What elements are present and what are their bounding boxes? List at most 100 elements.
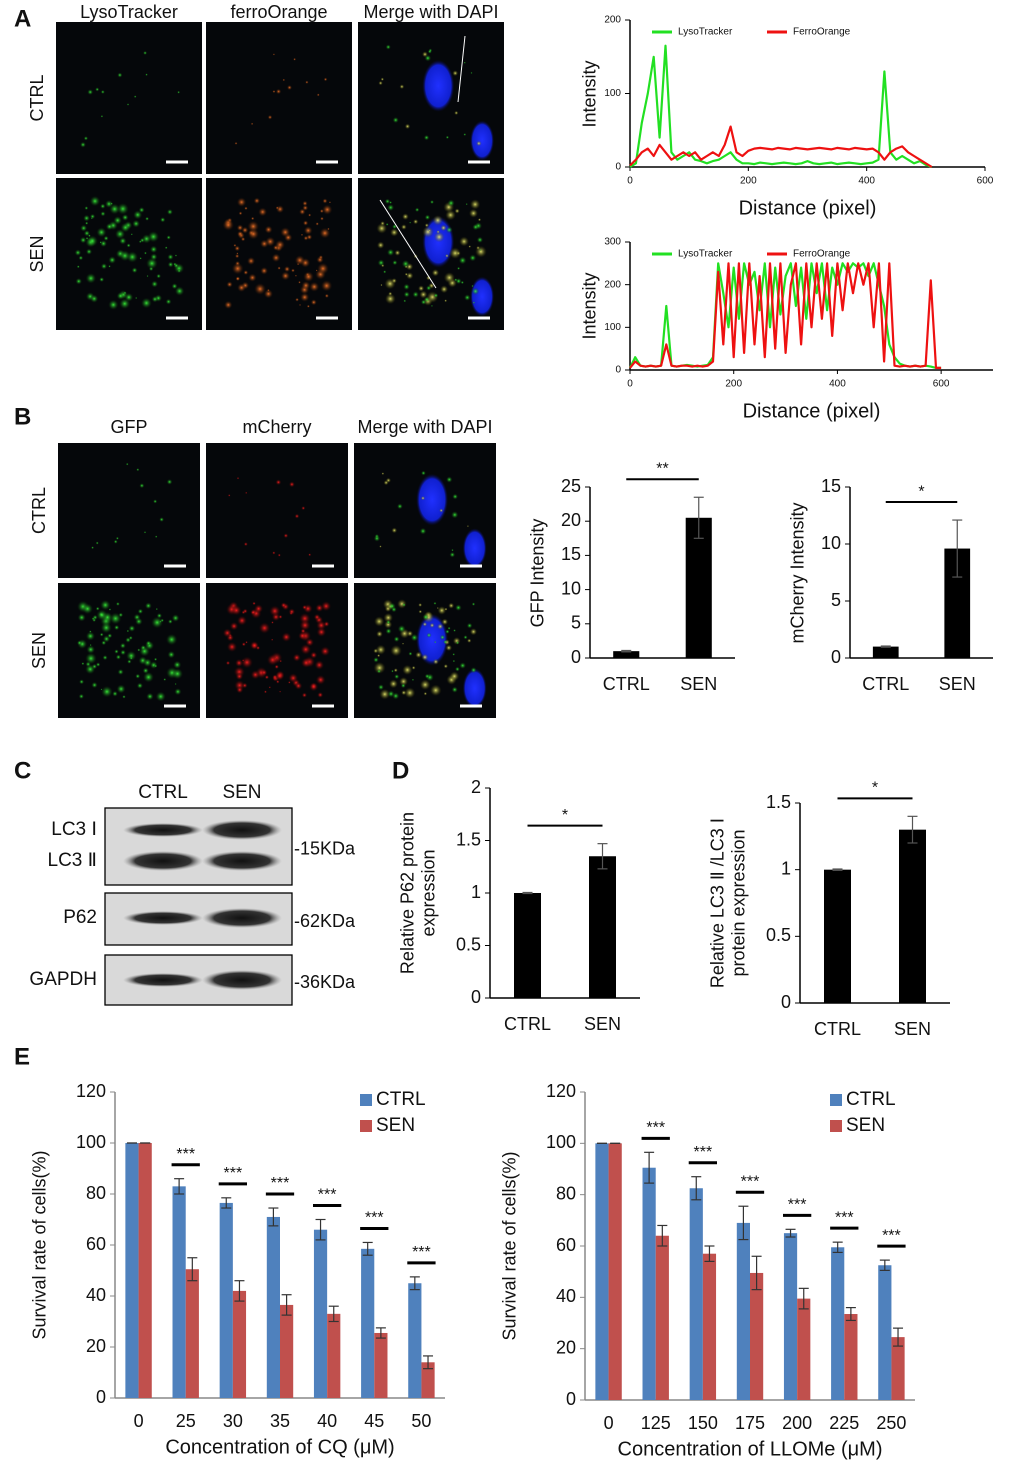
x-axis-label: Concentration of LLOMe (μM) xyxy=(618,1438,883,1460)
fluorescence-spot xyxy=(167,650,176,659)
fluorescence-spot xyxy=(401,224,407,230)
size-label: -62KDa xyxy=(294,911,356,931)
fluorescence-spot xyxy=(316,93,320,97)
fluorescence-spot xyxy=(126,243,131,248)
band-label: GAPDH xyxy=(29,969,97,990)
fluorescence-spot xyxy=(86,235,98,247)
fluorescence-spot xyxy=(100,89,105,94)
fluorescence-spot xyxy=(454,278,458,282)
fluorescence-spot xyxy=(408,651,413,656)
bar xyxy=(797,1298,811,1400)
fluorescence-spot xyxy=(83,214,91,222)
fluorescence-spot xyxy=(444,607,448,611)
fluorescence-spot xyxy=(120,222,131,233)
bar xyxy=(750,1272,764,1400)
fluorescence-spot xyxy=(85,221,89,225)
fluorescence-spot xyxy=(248,273,257,282)
fluorescence-spot xyxy=(260,266,269,275)
fluorescence-spot xyxy=(302,220,309,226)
protein-band xyxy=(202,970,282,990)
fluorescence-spot xyxy=(101,685,113,698)
y-axis-label: Intensity xyxy=(579,272,600,340)
fluorescence-spot xyxy=(418,285,425,292)
fluorescence-spot xyxy=(247,228,260,240)
fluorescence-spot xyxy=(308,553,312,557)
significance-label: *** xyxy=(224,1165,243,1182)
error-bar xyxy=(785,1228,796,1238)
fluorescence-spot xyxy=(401,690,407,696)
fluorescence-spot xyxy=(292,653,301,662)
fluorescence-spot xyxy=(225,660,231,666)
fluorescence-spot xyxy=(323,77,328,82)
fluorescence-spot xyxy=(323,621,330,628)
fluorescence-spot xyxy=(133,95,137,98)
nucleus xyxy=(470,276,495,317)
fluorescence-spot xyxy=(235,658,244,668)
fluorescence-spot xyxy=(380,283,383,287)
fluorescence-spot xyxy=(412,291,419,298)
fluorescence-spot xyxy=(139,257,142,260)
fluorescence-spot xyxy=(274,664,280,670)
fluorescence-spot xyxy=(418,609,423,614)
fluorescence-spot xyxy=(167,253,174,261)
fluorescence-spot xyxy=(300,292,310,302)
fluorescence-spot xyxy=(78,255,84,261)
fluorescence-spot xyxy=(306,304,310,308)
fluorescence-spot xyxy=(137,608,144,615)
y-tick-label: 60 xyxy=(556,1235,576,1255)
error-bar xyxy=(221,1197,232,1209)
error-bar xyxy=(691,1176,702,1201)
fluorescence-spot xyxy=(281,271,290,281)
fluorescence-spot xyxy=(399,676,409,686)
band-label: LC3 Ⅰ xyxy=(51,819,97,840)
bar xyxy=(327,1313,341,1398)
fluorescence-spot xyxy=(173,660,182,669)
fluorescence-spot xyxy=(423,134,430,141)
fluorescence-spot xyxy=(91,546,95,550)
y-tick-label: 5 xyxy=(831,590,841,610)
fluorescence-spot xyxy=(422,621,428,627)
legend-label: FerroOrange xyxy=(793,249,851,260)
fluorescence-spot xyxy=(99,277,105,283)
fluorescence-spot xyxy=(166,633,178,646)
fluorescence-spot xyxy=(85,248,93,255)
fluorescence-spot xyxy=(468,208,479,218)
fluorescence-spot xyxy=(287,85,293,91)
fluorescence-spot xyxy=(128,624,136,632)
bar xyxy=(595,1143,609,1400)
blot-membrane xyxy=(104,807,293,886)
fluorescence-spot xyxy=(137,648,141,652)
protein-band xyxy=(123,973,203,987)
fluorescence-spot xyxy=(126,650,137,661)
bar xyxy=(219,1202,233,1398)
fluorescence-spot xyxy=(434,640,437,644)
fluorescence-spot xyxy=(294,274,298,277)
fluorescence-spot xyxy=(291,268,295,273)
fluorescence-spot xyxy=(445,253,449,258)
fluorescence-spot xyxy=(132,219,141,228)
fluorescence-spot xyxy=(164,246,168,250)
x-tick-label: CTRL xyxy=(862,674,909,694)
y-tick-label: 15 xyxy=(561,544,581,564)
fluorescence-spot xyxy=(431,269,440,277)
fluorescence-spot xyxy=(376,669,382,674)
y-tick-label: 20 xyxy=(556,1337,576,1357)
significance-label: * xyxy=(918,483,924,500)
fluorescence-spot xyxy=(446,476,453,483)
fluorescence-spot xyxy=(422,226,434,238)
bar xyxy=(232,1290,247,1398)
fluorescence-spot xyxy=(87,89,94,95)
band-label: LC3 Ⅱ xyxy=(48,850,98,871)
error-bar xyxy=(832,868,843,871)
significance-label: ** xyxy=(656,460,668,477)
legend-label: LysoTracker xyxy=(678,249,733,260)
protein-band xyxy=(202,908,282,928)
fluorescence-spot xyxy=(378,80,383,86)
fluorescence-spot xyxy=(143,531,147,534)
x-tick-label: 25 xyxy=(176,1411,196,1431)
error-bar xyxy=(798,1287,809,1310)
bar xyxy=(408,1283,422,1398)
fluorescence-spot xyxy=(150,253,158,261)
x-tick-label: 0 xyxy=(627,176,633,187)
fluorescence-spot xyxy=(426,632,432,638)
